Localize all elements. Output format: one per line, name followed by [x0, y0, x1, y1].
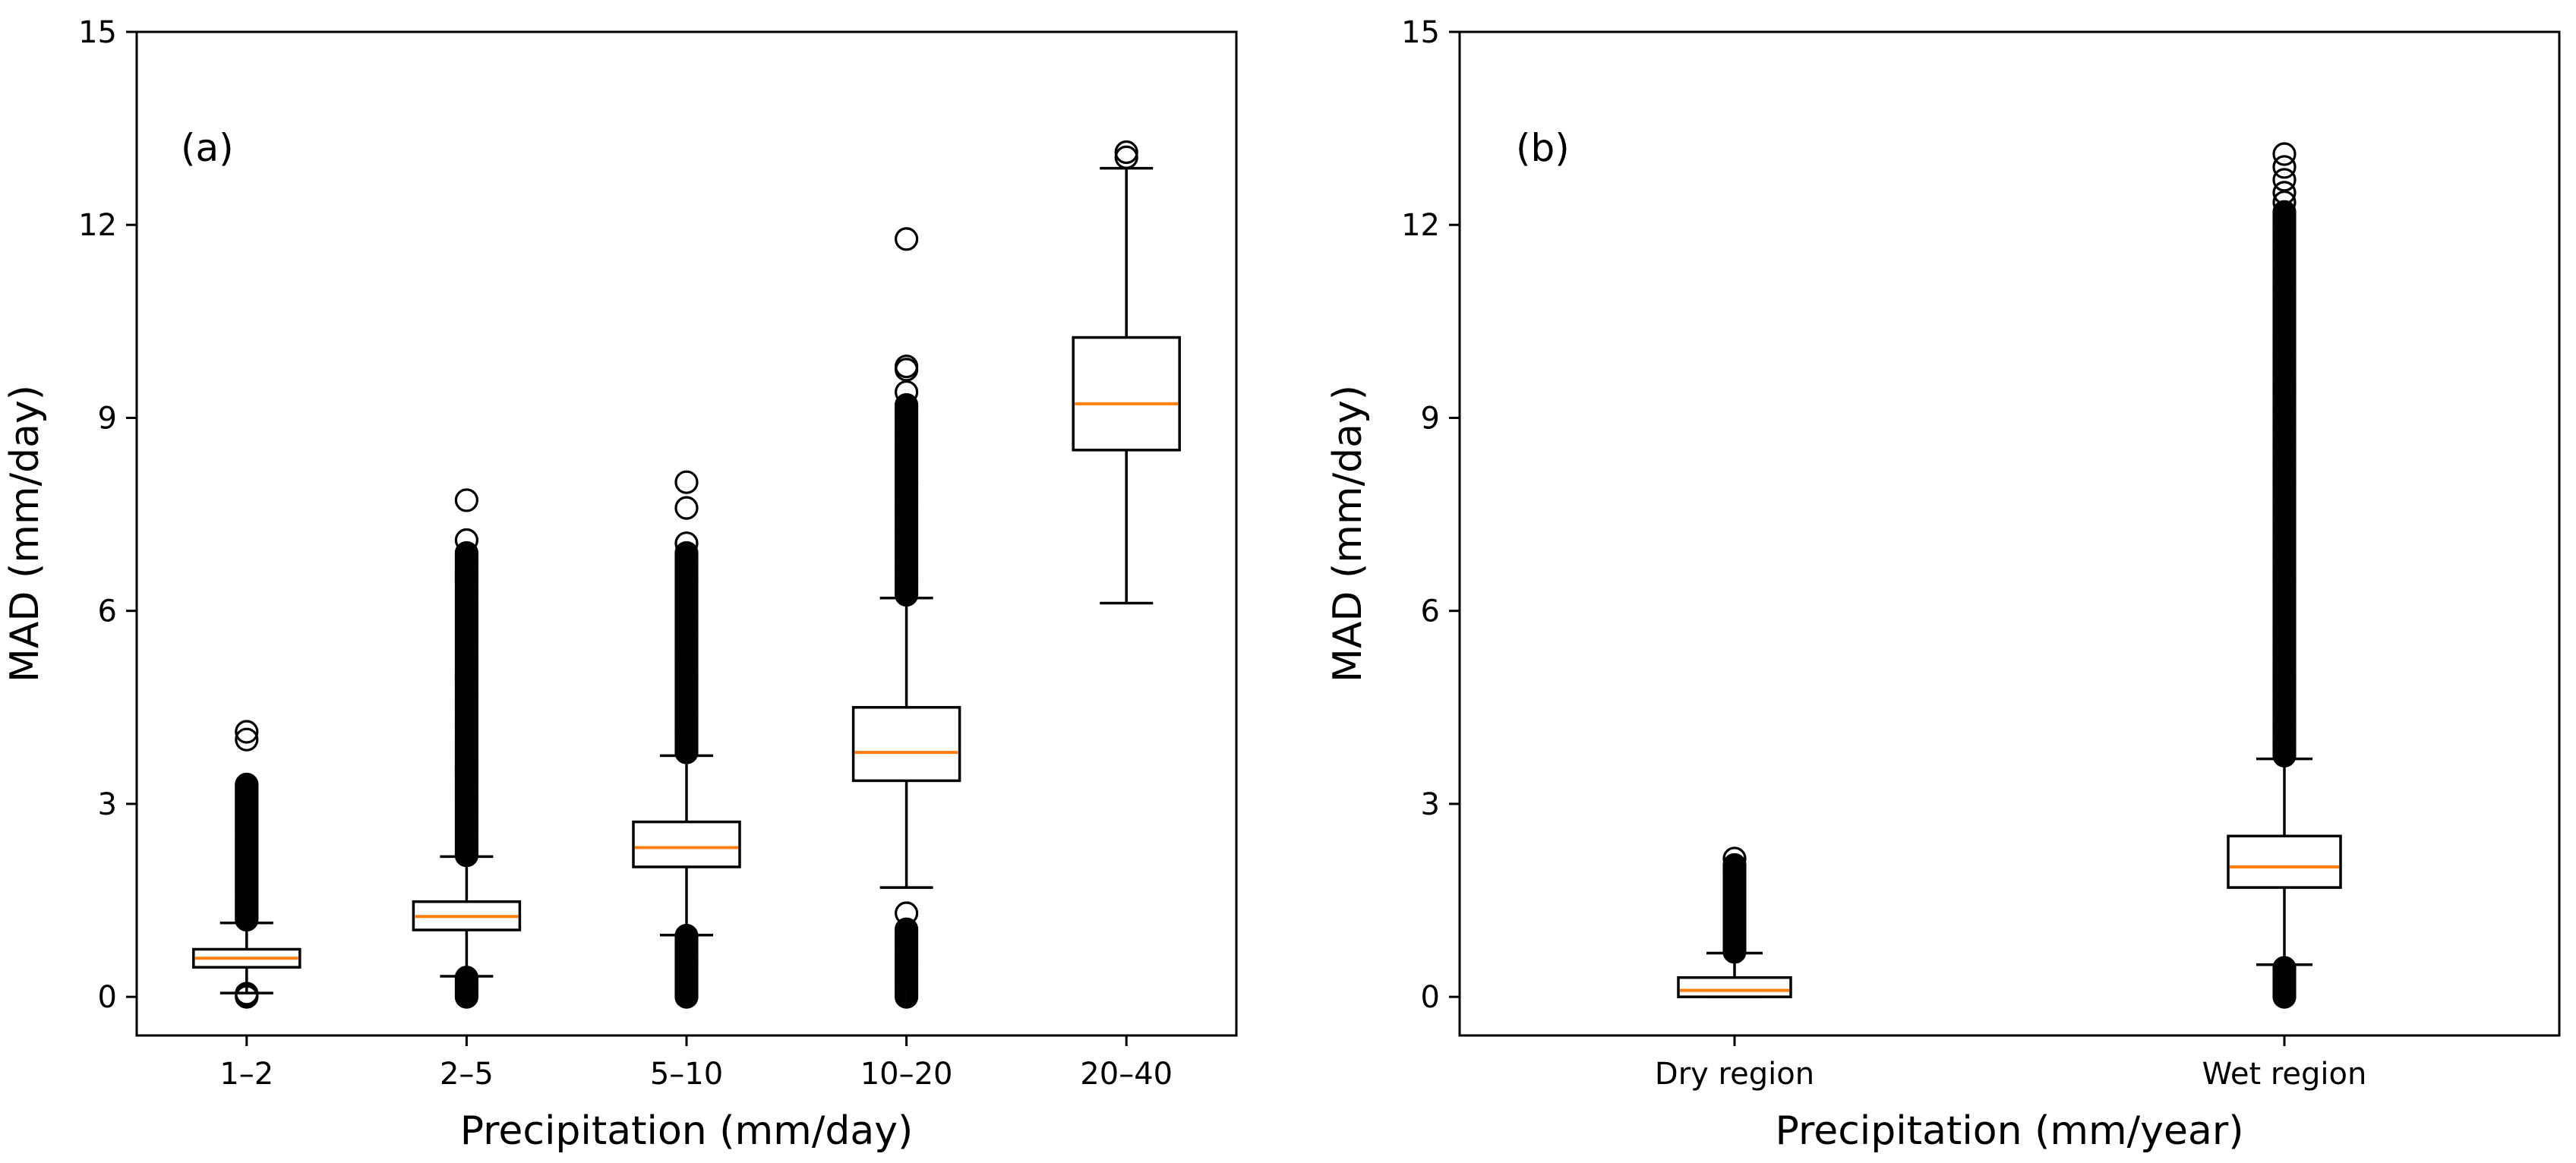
flier-point — [674, 541, 699, 566]
ytick-label: 12 — [1401, 208, 1440, 243]
ytick-label: 15 — [78, 15, 117, 50]
flier-point — [894, 917, 919, 941]
flier-point — [1722, 846, 1747, 871]
panel-a-yticks: 0 3 6 9 12 15 — [78, 15, 137, 1015]
ytick-label: 3 — [98, 787, 117, 822]
flier-point — [674, 496, 699, 520]
panel-b-boxes — [1677, 142, 2342, 1009]
panel-a-label: (a) — [181, 126, 234, 170]
flier-point — [2272, 168, 2297, 192]
flier-point — [235, 727, 259, 752]
xtick-label: 1–2 — [219, 1057, 273, 1092]
iqr-box — [851, 706, 961, 783]
panel-b-xticks: Dry region Wet region — [1655, 1035, 2366, 1092]
ytick-label: 0 — [1421, 980, 1440, 1015]
xtick-label: 5–10 — [650, 1057, 723, 1092]
xtick-label: Wet region — [2202, 1057, 2367, 1092]
box-20–40 — [1072, 140, 1181, 605]
xtick-label: 2–5 — [440, 1057, 494, 1092]
iqr-box — [1072, 336, 1181, 452]
ytick-label: 9 — [1421, 401, 1440, 436]
box-2–5 — [412, 488, 522, 1009]
xtick-label: Dry region — [1655, 1057, 1814, 1092]
ytick-label: 6 — [1421, 594, 1440, 629]
flier-point — [1114, 140, 1138, 165]
fliers — [674, 470, 699, 1009]
fliers — [235, 720, 259, 1009]
ytick-label: 6 — [98, 594, 117, 629]
flier-point — [1722, 853, 1747, 878]
panel-a: 0 3 6 9 12 15 1–2 2–5 5–10 10–20 20–40 (a) Precip… — [2, 15, 1238, 1154]
flier-point — [894, 355, 919, 379]
flier-point — [235, 720, 259, 744]
flier-point — [454, 488, 479, 512]
box-5–10 — [632, 470, 741, 1009]
flier-point — [454, 528, 479, 553]
ytick-label: 15 — [1401, 15, 1440, 50]
flier-point — [674, 470, 699, 494]
flier-point — [894, 901, 919, 925]
panel-b-label: (b) — [1516, 126, 1570, 170]
ytick-label: 12 — [78, 208, 117, 243]
flier-point — [235, 772, 259, 797]
box-1–2 — [192, 720, 301, 1009]
ytick-label: 0 — [98, 980, 117, 1015]
fliers — [1114, 140, 1138, 169]
flier-point — [454, 541, 479, 566]
panel-b-xlabel: Precipitation (mm/year) — [1776, 1108, 2244, 1154]
panel-a-boxes — [192, 140, 1181, 1009]
fliers — [1722, 846, 1747, 964]
flier-point — [674, 531, 699, 556]
ytick-label: 3 — [1421, 787, 1440, 822]
flier-point — [2272, 190, 2297, 215]
panel-a-xlabel: Precipitation (mm/day) — [460, 1108, 914, 1154]
panel-b-frame — [1458, 30, 2561, 1037]
flier-point — [1114, 145, 1138, 169]
box-10–20 — [851, 227, 961, 1009]
xtick-label: 20–40 — [1080, 1057, 1173, 1092]
flier-point — [894, 227, 919, 251]
panel-a-ylabel: MAD (mm/day) — [2, 385, 48, 682]
panel-b-ylabel: MAD (mm/day) — [1325, 385, 1371, 682]
flier-point — [2272, 181, 2297, 205]
box-Wet region — [2227, 142, 2342, 1009]
flier-point — [2272, 142, 2297, 166]
panel-a-xticks: 1–2 2–5 5–10 10–20 20–40 — [219, 1035, 1173, 1092]
ytick-label: 9 — [98, 401, 117, 436]
flier-point — [894, 380, 919, 405]
flier-point — [2272, 155, 2297, 179]
flier-point — [2272, 200, 2297, 224]
fliers — [894, 227, 919, 1009]
panel-b-yticks: 0 3 6 9 12 15 — [1401, 15, 1460, 1015]
iqr-box — [2227, 834, 2342, 889]
fliers — [454, 488, 479, 1009]
fliers — [2272, 142, 2297, 1009]
xtick-label: 10–20 — [860, 1057, 953, 1092]
box-Dry region — [1677, 846, 1792, 998]
panel-b: 0 3 6 9 12 15 Dry region Wet region (b) Precip… — [1325, 15, 2561, 1154]
flier-point — [894, 392, 919, 418]
iqr-box — [632, 820, 741, 868]
iqr-box — [1677, 975, 1792, 998]
